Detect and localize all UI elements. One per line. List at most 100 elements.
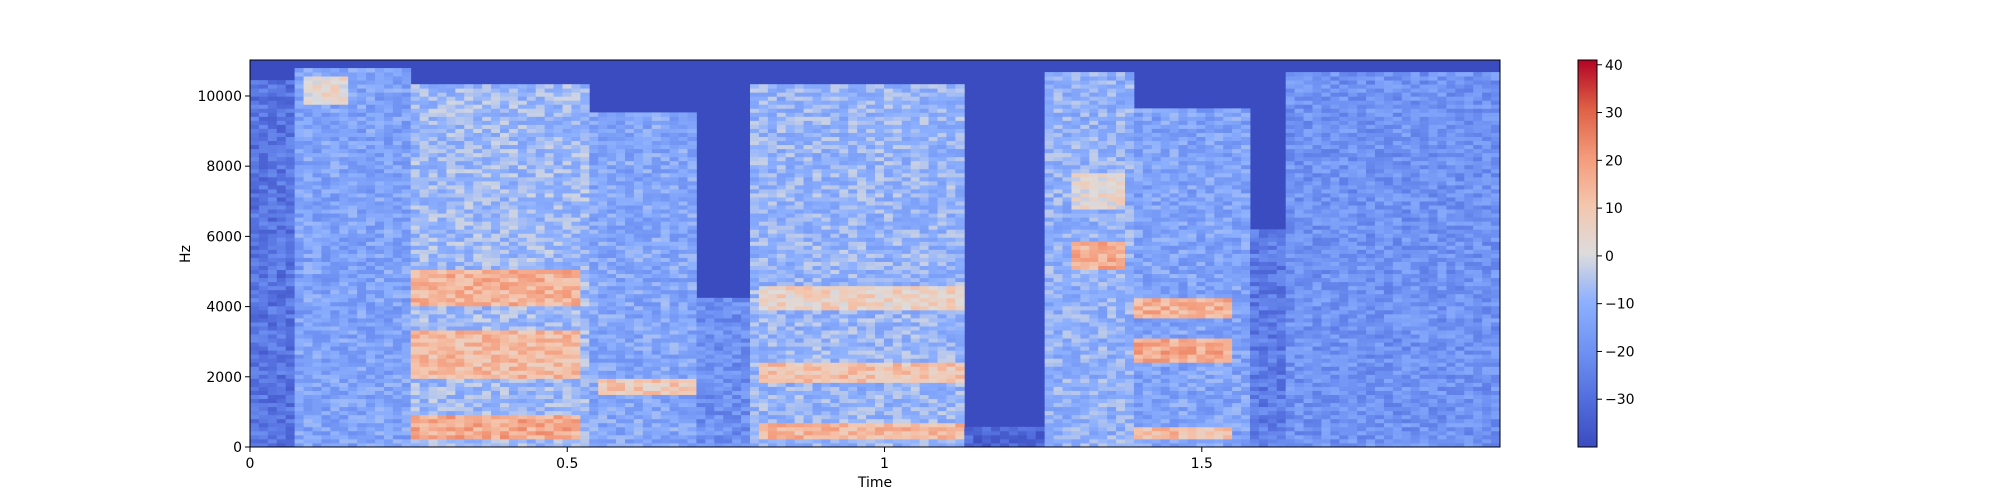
- heatmap-cell: [598, 176, 608, 182]
- heatmap-cell: [258, 104, 269, 109]
- heatmap-cell: [589, 112, 599, 117]
- heatmap-cell: [678, 241, 688, 246]
- heatmap-cell: [758, 265, 769, 271]
- heatmap-cell: [660, 350, 671, 355]
- heatmap-cell: [464, 245, 474, 250]
- heatmap-cell: [714, 394, 724, 400]
- heatmap-cell: [410, 277, 421, 283]
- heatmap-cell: [500, 213, 510, 218]
- heatmap-cell: [339, 88, 349, 93]
- heatmap-cell: [303, 322, 313, 327]
- heatmap-cell: [526, 354, 537, 359]
- heatmap-cell: [419, 422, 429, 428]
- heatmap-cell: [732, 434, 742, 440]
- heatmap-cell: [491, 285, 501, 291]
- heatmap-cell: [410, 322, 421, 327]
- heatmap-cell: [312, 402, 322, 408]
- heatmap-cell: [375, 140, 385, 146]
- heatmap-cell: [598, 168, 608, 174]
- heatmap-cell: [446, 410, 456, 416]
- heatmap-cell: [276, 366, 287, 371]
- heatmap-cell: [741, 406, 751, 412]
- heatmap-cell: [267, 92, 278, 97]
- heatmap-cell: [375, 434, 385, 440]
- heatmap-cell: [446, 265, 456, 271]
- heatmap-cell: [491, 144, 501, 150]
- heatmap-cell: [678, 430, 688, 436]
- heatmap-cell: [419, 132, 429, 137]
- heatmap-cell: [589, 128, 599, 133]
- heatmap-cell: [678, 442, 688, 447]
- heatmap-cell: [750, 229, 760, 234]
- heatmap-cell: [553, 293, 563, 299]
- heatmap-cell: [392, 132, 403, 137]
- heatmap-cell: [535, 160, 546, 166]
- heatmap-cell: [482, 394, 492, 400]
- heatmap-cell: [580, 241, 590, 246]
- heatmap-cell: [500, 88, 510, 93]
- heatmap-cell: [500, 309, 510, 315]
- heatmap-cell: [366, 253, 376, 258]
- heatmap-cell: [526, 285, 537, 291]
- heatmap-cell: [383, 237, 394, 242]
- heatmap-cell: [473, 116, 483, 121]
- heatmap-cell: [526, 301, 537, 307]
- heatmap-cell: [633, 422, 644, 428]
- heatmap-cell: [669, 342, 679, 347]
- heatmap-cell: [428, 309, 438, 315]
- heatmap-cell: [473, 442, 483, 447]
- heatmap-cell: [723, 346, 733, 351]
- heatmap-cell: [517, 285, 528, 291]
- heatmap-cell: [366, 84, 376, 89]
- heatmap-cell: [437, 124, 447, 129]
- heatmap-cell: [651, 322, 662, 327]
- heatmap-cell: [294, 322, 304, 327]
- heatmap-cell: [321, 334, 331, 339]
- heatmap-cell: [294, 378, 304, 383]
- heatmap-cell: [625, 342, 635, 347]
- heatmap-cell: [678, 132, 688, 137]
- heatmap-cell: [267, 269, 278, 275]
- heatmap-cell: [616, 354, 626, 359]
- heatmap-cell: [285, 245, 296, 250]
- heatmap-cell: [357, 402, 367, 408]
- heatmap-cell: [464, 164, 474, 170]
- heatmap-cell: [517, 100, 528, 105]
- heatmap-cell: [750, 128, 760, 133]
- heatmap-cell: [571, 330, 581, 335]
- heatmap-cell: [455, 221, 465, 226]
- heatmap-cell: [276, 197, 287, 202]
- heatmap-cell: [348, 370, 358, 375]
- heatmap-cell: [321, 430, 331, 436]
- heatmap-cell: [660, 144, 671, 150]
- heatmap-cell: [276, 253, 287, 258]
- heatmap-cell: [544, 305, 554, 311]
- heatmap-cell: [321, 221, 331, 226]
- heatmap-cell: [580, 124, 590, 129]
- heatmap-cell: [276, 261, 287, 266]
- heatmap-cell: [410, 366, 421, 371]
- heatmap-cell: [750, 132, 760, 137]
- heatmap-cell: [375, 112, 385, 117]
- heatmap-cell: [571, 257, 581, 262]
- heatmap-cell: [464, 358, 474, 363]
- heatmap-cell: [669, 209, 679, 214]
- heatmap-cell: [678, 406, 688, 412]
- heatmap-cell: [437, 132, 447, 137]
- heatmap-cell: [410, 269, 421, 275]
- heatmap-cell: [660, 297, 671, 303]
- heatmap-cell: [544, 297, 554, 303]
- heatmap-cell: [339, 201, 349, 206]
- heatmap-cell: [464, 313, 474, 319]
- heatmap-cell: [437, 229, 447, 234]
- heatmap-cell: [428, 108, 438, 113]
- heatmap-cell: [312, 438, 322, 444]
- heatmap-cell: [428, 370, 438, 375]
- heatmap-cell: [392, 116, 403, 121]
- heatmap-cell: [562, 334, 572, 339]
- heatmap-cell: [723, 309, 733, 315]
- heatmap-cell: [366, 160, 376, 166]
- heatmap-cell: [758, 338, 769, 343]
- heatmap-cell: [678, 362, 688, 367]
- heatmap-cell: [642, 414, 653, 420]
